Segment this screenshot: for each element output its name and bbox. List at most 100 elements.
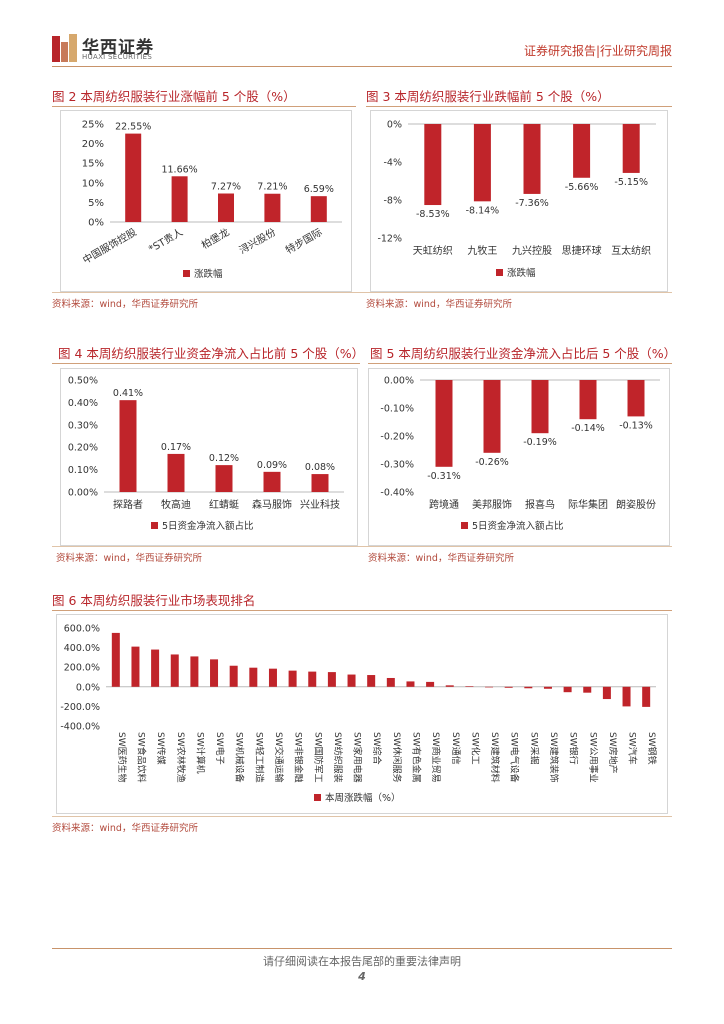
fig4-data-label: 0.12% [209,453,239,464]
fig4-bar [311,474,329,492]
fig3-bar [473,124,491,202]
fig5-ytick-label: -0.40% [380,488,414,499]
fig2-title-rule [52,106,356,107]
fig3-bar [573,124,591,178]
fig4-bar [263,471,281,492]
fig2-bar [218,193,234,222]
fig6-chart-frame [56,614,668,814]
fig3-bar-chart: 0% -4% -8% -12% -8.53% 天虹纺织 -8.14% 九牧王 -7.36% 九兴控… [377,120,656,279]
fig3-category-label: 九牧王 [467,244,497,257]
fig4-ytick-label: 0.00% [68,488,98,499]
fig2-category-label: 特步国际 [284,226,325,256]
fig6-category-label: SW电气设备 [509,732,521,783]
fig6-bar [602,686,611,700]
fig3-data-label: -7.36% [515,198,549,209]
fig2-legend-swatch [183,270,190,277]
fig5-bar [483,380,501,453]
fig6-bar [563,686,572,693]
fig6-bar [111,632,120,687]
fig2-data-label: 7.21% [257,182,287,193]
fig6-bar [524,686,533,689]
fig6-bar [170,654,179,687]
fig2-chart-frame [60,110,352,292]
fig4-title-rule [52,363,360,364]
fig6-ytick-label: -200.0% [60,702,100,713]
fig3-category-label: 互太纺织 [611,244,651,257]
fig3-legend-swatch [496,269,503,276]
fig6-category-label: SW综合 [371,732,383,765]
fig6-bar [308,671,317,687]
fig6-category-label: SW房地产 [607,732,619,774]
fig5-data-label: -0.19% [523,437,557,448]
fig4-legend-swatch [151,522,158,529]
fig2-ytick-label: 20% [82,139,104,150]
fig6-category-label: SW纺织服装 [332,732,344,783]
fig4-title: 图 4 本周纺织服装行业资金净流入占比前 5 个股（%） [58,346,365,361]
fig2-bar [125,133,142,222]
fig5-legend-swatch [461,522,468,529]
fig6-bar [327,672,336,687]
fig6-category-label: SW农林牧渔 [175,732,187,783]
fig5-bar-chart: 0.00% -0.10% -0.20% -0.30% -0.40% -0.31% 跨境通 -0… [380,376,660,532]
fig6-category-label: SW化工 [469,732,481,765]
fig2-bar [264,193,281,222]
fig6-category-label: SW建筑材料 [489,732,501,783]
fig3-bar [424,124,442,206]
fig5-bar [435,380,453,467]
fig6-category-label: SW食品饮料 [135,732,147,783]
header-divider [52,66,672,67]
fig2-source: 资料来源：wind，华西证券研究所 [52,299,198,310]
fig3-legend-label: 涨跌幅 [507,267,536,279]
fig6-ytick-label: -400.0% [60,722,100,733]
fig6-category-label: SW计算机 [194,732,206,774]
fig6-category-label: SW交通运输 [273,732,285,783]
fig6-bar [583,686,592,693]
fig6-category-label: SW建筑装饰 [548,732,560,783]
fig3-data-label: -5.15% [614,177,648,188]
fig5-bar [579,380,597,420]
fig4-bar [119,400,137,492]
fig5-category-label: 际华集团 [568,498,608,511]
fig6-bar [445,685,454,687]
fig2-legend-label: 涨跌幅 [194,268,223,280]
fig4-bar [215,465,233,492]
fig4-data-label: 0.17% [161,442,191,453]
fig2-ytick-label: 25% [82,120,104,131]
fig3-category-label: 天虹纺织 [413,244,453,257]
row2-source-rule [52,546,672,547]
fig5-category-label: 报喜鸟 [525,498,555,511]
fig6-source: 资料来源：wind，华西证券研究所 [52,823,198,834]
row3-source-rule [52,816,672,817]
fig2-ytick-label: 10% [82,178,104,189]
fig6-bar [367,675,376,687]
fig6-category-label: SW通信 [450,732,462,765]
fig5-category-label: 朗姿股份 [616,498,656,511]
fig6-bar [386,677,395,687]
fig4-category-label: 红蜻蜓 [209,498,239,511]
fig3-bar [523,124,541,194]
fig5-bar [627,380,645,417]
fig5-ytick-label: 0.00% [384,376,414,387]
fig4-data-label: 0.09% [257,460,287,471]
fig5-ytick-label: -0.20% [380,432,414,443]
fig5-data-label: -0.31% [427,471,461,482]
fig6-category-label: SW采掘 [528,732,540,765]
fig6-category-label: SW医药生物 [116,732,128,783]
fig6-category-label: SW商业贸易 [430,732,442,783]
fig6-bar [151,649,160,687]
fig6-bar [131,646,140,687]
fig6-category-label: SW电子 [214,732,226,765]
fig2-bar [310,196,327,222]
fig2-ytick-label: 0% [88,218,104,229]
fig6-category-label: SW非银金融 [293,732,305,783]
fig6-title: 图 6 本周纺织服装行业市场表现排名 [52,593,256,608]
fig4-bar [167,453,185,492]
fig5-category-label: 跨境通 [429,498,459,511]
logo-name-cn: 华西证券 [82,38,154,58]
fig4-category-label: 牧高迪 [161,498,191,511]
fig6-bar [288,670,297,687]
fig4-chart-frame [60,368,358,546]
fig6-category-label: SW休闲服务 [391,732,403,783]
footer-disclaimer: 请仔细阅读在本报告尾部的重要法律声明 [263,955,461,968]
fig6-bar [249,667,258,687]
